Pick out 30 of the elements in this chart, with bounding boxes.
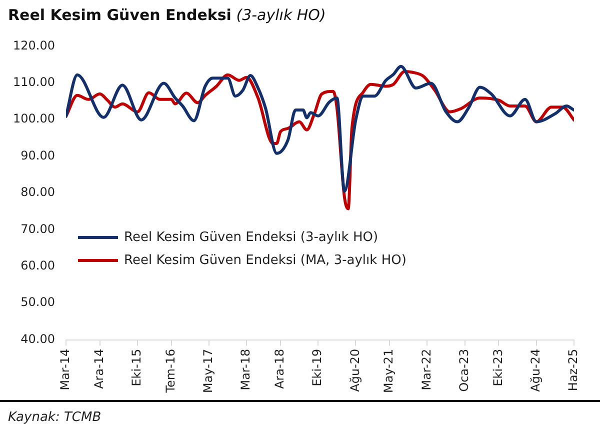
x-tick-label: Eki-15 xyxy=(130,348,144,386)
y-tick-label: 50.00 xyxy=(20,295,55,310)
y-tick-label: 90.00 xyxy=(20,148,55,162)
x-tick-label: Ağu-20 xyxy=(348,348,362,392)
text: Kaynak: TCMB xyxy=(8,410,102,425)
y-tick-label: 70.00 xyxy=(20,222,55,236)
chart-title: Reel Kesim Güven Endeksi xyxy=(8,6,232,24)
x-tick-label: May-17 xyxy=(201,348,216,394)
chart-subtitle: (3-aylık HO) xyxy=(236,6,326,24)
x-tick-label: Ağu-24 xyxy=(528,348,542,392)
x-tick-label: May-21 xyxy=(382,348,396,394)
legend-label: Reel Kesim Güven Endeksi (3-aylık HO) xyxy=(124,230,378,245)
y-tick-label: 60.00 xyxy=(20,258,55,273)
x-tick-label: Oca-23 xyxy=(456,348,471,392)
x-tick-label: Ara-14 xyxy=(92,348,106,389)
y-tick-label: 110.00 xyxy=(12,75,55,90)
y-tick-label: 80.00 xyxy=(20,185,55,200)
x-tick-label: Ara-18 xyxy=(272,348,287,389)
y-tick-label: 40.00 xyxy=(20,332,55,346)
x-tick-label: Mar-22 xyxy=(419,348,434,390)
y-tick-label: 100.00 xyxy=(12,112,55,126)
x-tick-label: Eki-19 xyxy=(310,348,324,386)
x-tick-label: Mar-18 xyxy=(238,348,253,390)
x-tick-label: Tem-16 xyxy=(163,348,178,394)
legend-label: Reel Kesim Güven Endeksi (MA, 3-aylık HO) xyxy=(124,253,406,268)
line-series xyxy=(66,64,574,193)
x-tick-label: Haz-25 xyxy=(566,348,580,392)
y-tick-label: 120.00 xyxy=(12,38,55,52)
x-tick-label: Mar-14 xyxy=(58,348,72,390)
x-tick-label: Eki-23 xyxy=(490,348,505,386)
